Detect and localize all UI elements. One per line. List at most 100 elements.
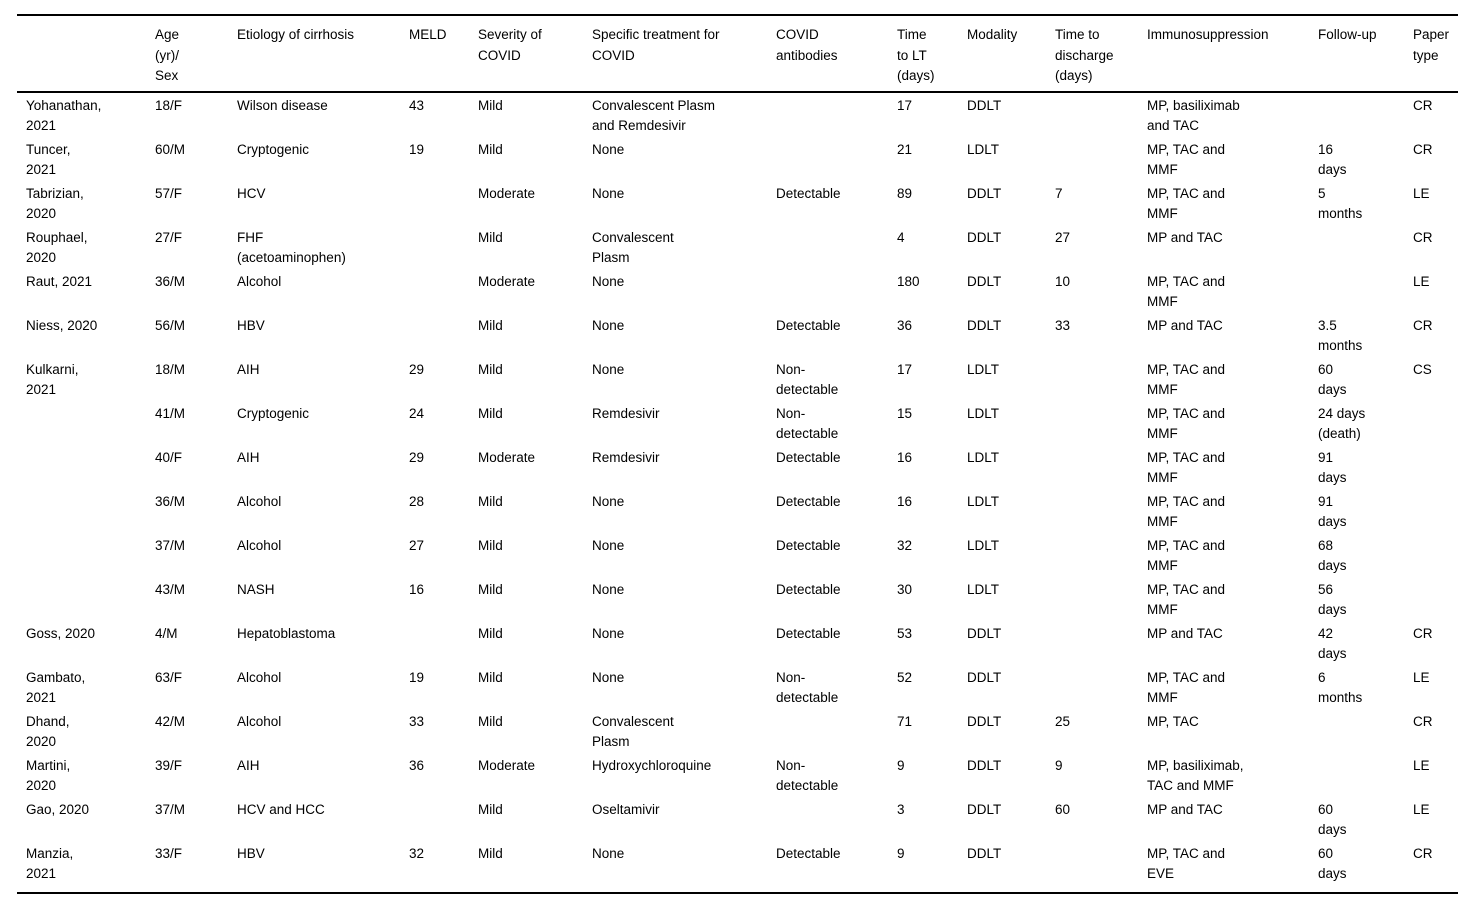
- table-cell: CR: [1413, 97, 1433, 113]
- table-cell: [17, 577, 155, 621]
- table-cell: 36/M: [155, 493, 186, 509]
- table-cell: [1413, 489, 1458, 533]
- table-cell: DDLT: [967, 229, 1002, 245]
- column-header: Immunosuppression: [1147, 15, 1318, 93]
- table-cell: 91 days: [1318, 449, 1347, 486]
- table-cell: LDLT: [967, 449, 1000, 465]
- table-cell: 21: [897, 141, 913, 157]
- table-cell: 33/F: [155, 845, 183, 861]
- table-cell: MP, TAC and MMF: [1147, 449, 1226, 486]
- table-cell: Detectable: [776, 581, 841, 597]
- table-cell: 9: [897, 757, 905, 773]
- table-cell: [1318, 225, 1413, 269]
- table-cell: CR: [1413, 845, 1433, 861]
- table-cell: [409, 181, 478, 225]
- table-row: Manzia, 2021 33/F HBV 32 Mild None Detectable 9…: [17, 841, 1458, 893]
- table-cell: 60/M: [155, 141, 186, 157]
- table-cell: [1055, 621, 1147, 665]
- table-cell: [1055, 401, 1147, 445]
- table-cell: 17: [897, 361, 913, 377]
- table-cell: DDLT: [967, 801, 1002, 817]
- table-cell: Mild: [478, 97, 503, 113]
- column-header: COVID antibodies: [776, 15, 897, 93]
- column-header: MELD: [409, 15, 478, 93]
- table-cell: MP, TAC and MMF: [1147, 185, 1226, 222]
- table-cell: CR: [1413, 141, 1433, 157]
- table-cell: [1055, 357, 1147, 401]
- table-cell: DDLT: [967, 317, 1002, 333]
- table-cell: Detectable: [776, 317, 841, 333]
- table-cell: [776, 797, 897, 841]
- table-cell: Kulkarni, 2021: [26, 361, 79, 398]
- table-cell: LDLT: [967, 361, 1000, 377]
- table-cell: LDLT: [967, 141, 1000, 157]
- table-cell: 53: [897, 625, 913, 641]
- table-cell: Wilson disease: [237, 97, 328, 113]
- table-cell: 9: [1055, 757, 1063, 773]
- table-cell: None: [592, 625, 625, 641]
- table-row: Kulkarni, 2021 18/M AIH 29 Mild None Non- dete…: [17, 357, 1458, 401]
- table-cell: 89: [897, 185, 913, 201]
- table-row: 41/M Cryptogenic 24 Mild Remdesivir Non- dete…: [17, 401, 1458, 445]
- table-cell: DDLT: [967, 97, 1002, 113]
- table-cell: [776, 137, 897, 181]
- table-cell: LE: [1413, 273, 1430, 289]
- table-cell: 63/F: [155, 669, 183, 685]
- table-cell: 29: [409, 449, 425, 465]
- table-cell: 42 days: [1318, 625, 1347, 662]
- table-cell: HCV and HCC: [237, 801, 325, 817]
- table-cell: Convalescent Plasm: [592, 713, 674, 750]
- table-cell: Raut, 2021: [26, 273, 93, 289]
- table-cell: [17, 533, 155, 577]
- table-cell: DDLT: [967, 273, 1002, 289]
- table-cell: 42/M: [155, 713, 186, 729]
- column-header: Paper type: [1413, 15, 1458, 93]
- table-cell: AIH: [237, 757, 260, 773]
- table-cell: [1413, 577, 1458, 621]
- table-cell: [1318, 753, 1413, 797]
- table-cell: Goss, 2020: [26, 625, 96, 641]
- table-cell: 36: [409, 757, 425, 773]
- table-cell: Mild: [478, 493, 503, 509]
- table-cell: [1055, 137, 1147, 181]
- table-cell: DDLT: [967, 625, 1002, 641]
- table-cell: Convalescent Plasm and Remdesivir: [592, 97, 716, 134]
- column-header: Etiology of cirrhosis: [237, 15, 409, 93]
- table-cell: 36: [897, 317, 913, 333]
- table-cell: Cryptogenic: [237, 141, 310, 157]
- table-cell: Moderate: [478, 273, 536, 289]
- table-cell: Niess, 2020: [26, 317, 98, 333]
- table-cell: 60: [1055, 801, 1071, 817]
- table-cell: None: [592, 273, 625, 289]
- table-cell: HBV: [237, 317, 265, 333]
- table-cell: [1318, 709, 1413, 753]
- table-cell: 16 days: [1318, 141, 1347, 178]
- table-cell: 56/M: [155, 317, 186, 333]
- table-cell: [1413, 401, 1458, 445]
- table-cell: Gambato, 2021: [26, 669, 86, 706]
- table-cell: MP, TAC and MMF: [1147, 669, 1226, 706]
- table-cell: 36/M: [155, 273, 186, 289]
- table-cell: Moderate: [478, 757, 536, 773]
- table-cell: MP and TAC: [1147, 317, 1223, 333]
- table-cell: Hepatoblastoma: [237, 625, 336, 641]
- table-cell: Non- detectable: [776, 361, 839, 398]
- table-cell: DDLT: [967, 845, 1002, 861]
- table-cell: 19: [409, 141, 425, 157]
- table-cell: [1318, 92, 1413, 137]
- table-cell: Mild: [478, 669, 503, 685]
- table-cell: 68 days: [1318, 537, 1347, 574]
- table-row: Tuncer, 2021 60/M Cryptogenic 19 Mild None 21 L…: [17, 137, 1458, 181]
- table-cell: 28: [409, 493, 425, 509]
- table-cell: [1413, 445, 1458, 489]
- table-cell: Hydroxychloroquine: [592, 757, 712, 773]
- table-cell: 6 months: [1318, 669, 1363, 706]
- table-cell: 9: [897, 845, 905, 861]
- column-header: Time to discharge (days): [1055, 15, 1147, 93]
- table-cell: 24: [409, 405, 425, 421]
- table-cell: 19: [409, 669, 425, 685]
- table-cell: LDLT: [967, 581, 1000, 597]
- table-cell: 16: [409, 581, 425, 597]
- table-cell: [1055, 841, 1147, 893]
- table-cell: 10: [1055, 273, 1071, 289]
